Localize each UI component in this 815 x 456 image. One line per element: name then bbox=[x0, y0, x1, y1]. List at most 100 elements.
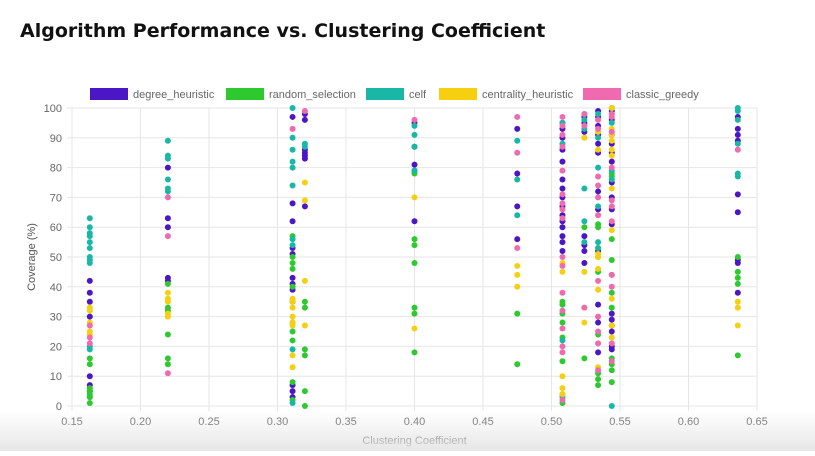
point-centrality-heuristic bbox=[289, 322, 296, 329]
point-degree-heuristic bbox=[514, 203, 521, 210]
point-centrality-heuristic bbox=[289, 298, 296, 305]
point-centrality-heuristic bbox=[289, 364, 296, 371]
point-degree-heuristic bbox=[301, 116, 308, 123]
point-degree-heuristic bbox=[86, 313, 93, 320]
point-random-selection bbox=[164, 331, 171, 338]
point-celf bbox=[86, 245, 93, 252]
point-degree-heuristic bbox=[581, 233, 588, 240]
point-celf bbox=[411, 167, 418, 174]
point-classic-greedy bbox=[559, 325, 566, 332]
point-celf bbox=[411, 143, 418, 150]
point-centrality-heuristic bbox=[559, 373, 566, 380]
point-classic-greedy bbox=[595, 277, 602, 284]
legend-swatch-degree-heuristic bbox=[90, 88, 128, 100]
point-classic-greedy bbox=[301, 107, 308, 114]
point-random-selection bbox=[411, 236, 418, 243]
legend-label-classic-greedy: classic_greedy bbox=[626, 89, 699, 101]
point-classic-greedy bbox=[559, 113, 566, 120]
point-celf bbox=[289, 158, 296, 165]
point-centrality-heuristic bbox=[608, 334, 615, 341]
point-classic-greedy bbox=[734, 146, 741, 153]
point-random-selection bbox=[595, 376, 602, 383]
point-celf bbox=[734, 116, 741, 123]
point-random-selection bbox=[86, 400, 93, 407]
point-celf bbox=[289, 134, 296, 141]
y-tick-label: 0 bbox=[56, 401, 62, 413]
point-classic-greedy bbox=[595, 116, 602, 123]
point-classic-greedy bbox=[608, 128, 615, 135]
point-classic-greedy bbox=[608, 203, 615, 210]
point-classic-greedy bbox=[608, 340, 615, 347]
y-tick-label: 90 bbox=[50, 133, 62, 145]
point-degree-heuristic bbox=[608, 310, 615, 317]
point-random-selection bbox=[289, 283, 296, 290]
point-centrality-heuristic bbox=[581, 268, 588, 275]
point-classic-greedy bbox=[595, 328, 602, 335]
point-centrality-heuristic bbox=[734, 304, 741, 311]
point-celf bbox=[595, 164, 602, 171]
point-centrality-heuristic bbox=[595, 286, 602, 293]
point-random-selection bbox=[559, 301, 566, 308]
point-degree-heuristic bbox=[301, 203, 308, 210]
x-tick-label: 0.30 bbox=[267, 416, 288, 428]
point-celf bbox=[289, 346, 296, 353]
point-classic-greedy bbox=[559, 262, 566, 269]
point-centrality-heuristic bbox=[411, 194, 418, 201]
point-degree-heuristic bbox=[86, 277, 93, 284]
point-celf bbox=[734, 140, 741, 147]
point-celf bbox=[164, 155, 171, 162]
point-random-selection bbox=[608, 256, 615, 263]
point-classic-greedy bbox=[581, 110, 588, 117]
point-classic-greedy bbox=[559, 206, 566, 213]
point-centrality-heuristic bbox=[608, 227, 615, 234]
legend-label-degree-heuristic: degree_heuristic bbox=[133, 89, 215, 101]
point-random-selection bbox=[301, 403, 308, 409]
axis-ticks: 0.15 0.20 0.25 0.30 0.35 0.40 0.45 0.50 0.55 0.60… bbox=[44, 103, 768, 428]
point-degree-heuristic bbox=[595, 301, 602, 308]
point-random-selection bbox=[86, 361, 93, 368]
chart-title: Algorithm Performance vs. Clustering Coe… bbox=[20, 20, 546, 42]
point-centrality-heuristic bbox=[581, 134, 588, 141]
point-classic-greedy bbox=[559, 254, 566, 260]
point-celf bbox=[289, 105, 296, 111]
point-celf bbox=[581, 239, 588, 246]
point-centrality-heuristic bbox=[164, 289, 171, 296]
point-celf bbox=[164, 176, 171, 183]
point-classic-greedy bbox=[86, 340, 93, 347]
y-tick-label: 50 bbox=[50, 252, 62, 264]
point-degree-heuristic bbox=[608, 346, 615, 353]
point-random-selection bbox=[301, 304, 308, 311]
point-celf bbox=[289, 164, 296, 171]
point-random-selection bbox=[734, 268, 741, 275]
point-classic-greedy bbox=[608, 113, 615, 120]
point-centrality-heuristic bbox=[559, 391, 566, 398]
point-celf bbox=[595, 203, 602, 210]
point-degree-heuristic bbox=[164, 164, 171, 171]
point-classic-greedy bbox=[581, 304, 588, 311]
x-tick-label: 0.35 bbox=[335, 416, 356, 428]
legend-swatch-centrality-heuristic bbox=[439, 88, 477, 100]
point-random-selection bbox=[595, 224, 602, 231]
point-degree-heuristic bbox=[559, 176, 566, 183]
point-degree-heuristic bbox=[86, 298, 93, 305]
point-celf bbox=[289, 182, 296, 189]
point-classic-greedy bbox=[608, 271, 615, 278]
legend-swatch-celf bbox=[366, 88, 404, 100]
point-classic-greedy bbox=[608, 164, 615, 171]
point-degree-heuristic bbox=[514, 170, 521, 177]
legend-label-random-selection: random_selection bbox=[269, 89, 356, 101]
x-tick-label: 0.45 bbox=[472, 416, 493, 428]
point-degree-heuristic bbox=[559, 233, 566, 240]
point-classic-greedy bbox=[595, 313, 602, 320]
point-random-selection bbox=[608, 289, 615, 296]
point-degree-heuristic bbox=[559, 248, 566, 255]
point-classic-greedy bbox=[86, 322, 93, 329]
point-random-selection bbox=[559, 319, 566, 326]
point-celf bbox=[289, 400, 296, 407]
point-random-selection bbox=[289, 337, 296, 344]
point-random-selection bbox=[289, 254, 296, 260]
point-centrality-heuristic bbox=[595, 146, 602, 153]
point-celf bbox=[86, 233, 93, 240]
point-degree-heuristic bbox=[559, 239, 566, 246]
point-degree-heuristic bbox=[514, 125, 521, 132]
